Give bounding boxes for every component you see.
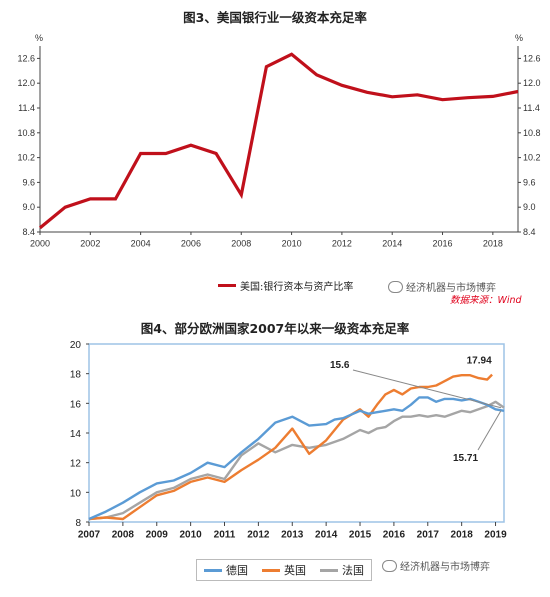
chart2-ytick-label: 10 [70, 488, 82, 499]
annotation-label-uk: 17.94 [467, 356, 492, 367]
chart1-source: 数据来源：Wind [450, 295, 522, 306]
chart2-xtick-label: 2008 [112, 529, 135, 540]
chart1-ytick-label-left: 9.6 [22, 177, 35, 187]
chart1-xtick-label: 2000 [30, 238, 50, 248]
chart2-xtick-label: 2019 [484, 529, 507, 540]
legend-swatch-uk [262, 568, 280, 572]
chart2-xtick-label: 2015 [349, 529, 372, 540]
chart2-xtick-label: 2012 [247, 529, 270, 540]
legend-swatch-france [320, 568, 338, 572]
chart1-ytick-label-left: 8.4 [22, 227, 35, 237]
chart2-xtick-label: 2007 [78, 529, 101, 540]
chart2-series-line-uk [88, 373, 493, 521]
chart1-ytick-label-left: 12.6 [17, 53, 35, 63]
annotation-label-germany: 15.6 [330, 360, 350, 371]
watermark-1-text: 经济机器与市场博弈 [406, 283, 496, 294]
chart2-ytick-label: 18 [70, 370, 82, 381]
chart2-xtick-label: 2018 [451, 529, 474, 540]
legend-swatch-germany [204, 568, 222, 572]
chart1-legend: 美国:银行资本与资产比率 [218, 278, 353, 293]
chart1-xtick-label: 2016 [433, 238, 453, 248]
chart1-ytick-label-left: 12.0 [17, 78, 35, 88]
annotation-label-france: 15.71 [453, 453, 478, 464]
chart2-ytick-label: 20 [70, 340, 82, 351]
chart1-title: 图3、美国银行业一级资本充足率 [183, 10, 367, 25]
legend-swatch-us [218, 284, 236, 287]
chart2-xtick-label: 2009 [146, 529, 169, 540]
annotation-leader-germany [352, 369, 502, 409]
chart1-xtick-label: 2002 [80, 238, 100, 248]
chart1-xtick-label: 2012 [332, 238, 352, 248]
chart1-xtick-label: 2010 [282, 238, 302, 248]
chart1-series-line-us [38, 52, 519, 230]
chart2-ytick-label: 12 [70, 459, 82, 470]
legend-item-uk: 英国 [262, 562, 306, 578]
watermark-2: 经济机器与市场博弈 [382, 558, 490, 573]
legend-label-france: 法国 [342, 564, 364, 577]
chart1-ytick-label-right: 10.2 [523, 153, 541, 163]
chart1-ytick-label-left: 10.8 [17, 128, 35, 138]
annotation-leader-france [477, 410, 502, 451]
chart1-xtick-label: 2008 [231, 238, 251, 248]
chart1-xtick-label: 2014 [382, 238, 402, 248]
chart1-xtick-label: 2004 [131, 238, 151, 248]
chart1-unit-right: % [515, 33, 523, 43]
chart2-xtick-label: 2014 [315, 529, 338, 540]
chart2-ytick-label: 16 [70, 399, 82, 410]
legend-label-germany: 德国 [226, 564, 248, 577]
chart1-unit-left: % [35, 33, 43, 43]
chart1-ytick-label-left: 9.0 [22, 202, 35, 212]
legend-label-uk: 英国 [284, 564, 306, 577]
chart2-ytick-label: 8 [75, 518, 81, 529]
chart1-ytick-label-left: 10.2 [17, 153, 35, 163]
chart1-xtick-label: 2018 [483, 238, 503, 248]
legend-item-france: 法国 [320, 562, 364, 578]
chart2-xtick-label: 2013 [281, 529, 304, 540]
legend-item-germany: 德国 [204, 562, 248, 578]
chart1-ytick-label-right: 11.4 [523, 103, 540, 113]
chart1-xtick-label: 2006 [181, 238, 201, 248]
chart2-xtick-label: 2010 [180, 529, 203, 540]
chart1-ytick-label-left: 11.4 [18, 103, 35, 113]
chart1-plot: % % 8.4 8.4 9.0 9.0 9.6 9.6 10.2 10.2 10.8 10.8 11.4… [17, 33, 541, 248]
chart2-legend: 德国 英国 法国 [196, 559, 372, 581]
chart2-xtick-label: 2016 [383, 529, 406, 540]
chart1-ytick-label-right: 8.4 [523, 227, 536, 237]
chart2-ytick-label: 14 [70, 429, 82, 440]
wechat-icon [388, 280, 403, 293]
chart2-title: 图4、部分欧洲国家2007年以来一级资本充足率 [140, 321, 410, 336]
chart1-ytick-label-right: 12.0 [523, 78, 541, 88]
chart1-ytick-label-right: 9.6 [523, 177, 536, 187]
watermark-2-text: 经济机器与市场博弈 [400, 562, 490, 573]
chart2-series-line-germany [88, 396, 505, 521]
chart1-ytick-label-right: 12.6 [523, 53, 541, 63]
watermark-1: 经济机器与市场博弈 [388, 279, 496, 294]
legend-label-us: 美国:银行资本与资产比率 [240, 282, 354, 293]
wechat-icon [382, 559, 397, 572]
chart2-xtick-label: 2011 [214, 529, 236, 540]
chart1-ytick-label-right: 10.8 [523, 128, 541, 138]
chart2-xtick-label: 2017 [417, 529, 440, 540]
chart1-ytick-label-right: 9.0 [523, 202, 536, 212]
chart2-series-line-france [88, 400, 505, 521]
